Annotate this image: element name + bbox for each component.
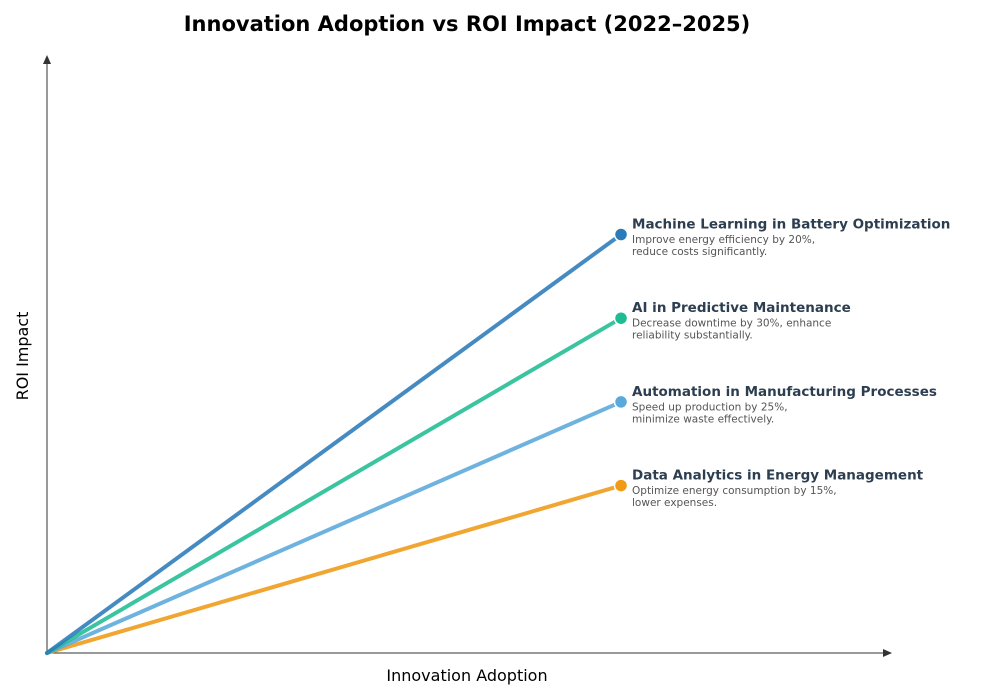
series-label-2: AI in Predictive Maintenance [632,300,851,316]
series-layer: Machine Learning in Battery Optimization… [45,217,950,655]
chart-title: Innovation Adoption vs ROI Impact (2022–… [184,12,751,36]
series-marker-3 [613,394,629,410]
series-label-1: Machine Learning in Battery Optimization [632,217,950,233]
series-line-1 [45,232,624,655]
x-axis-arrow [883,649,892,657]
series-description-1-line-1: Improve energy efficiency by 20%, [632,234,815,246]
x-axis-label: Innovation Adoption [386,666,547,685]
series-line-4 [45,483,624,655]
y-axis-arrow [43,55,51,64]
series-description-4-line-2: lower expenses. [632,497,717,509]
axes [43,55,892,657]
series-line-3 [45,399,624,655]
series-description-4-line-1: Optimize energy consumption by 15%, [632,485,837,497]
series-label-4: Data Analytics in Energy Management [632,468,924,484]
series-marker-1 [613,227,629,242]
series-line-2 [45,316,624,655]
series-description-3-line-2: minimize waste effectively. [632,413,774,425]
series-description-3-line-1: Speed up production by 25%, [632,401,788,413]
series-marker-4 [613,478,629,493]
series-description-2-line-2: reliability substantially. [632,330,753,342]
series-marker-2 [613,310,629,326]
y-axis-label: ROI Impact [13,312,32,401]
series-description-1-line-2: reduce costs significantly. [632,246,767,258]
series-label-3: Automation in Manufacturing Processes [632,384,937,400]
series-description-2-line-1: Decrease downtime by 30%, enhance [632,318,831,330]
